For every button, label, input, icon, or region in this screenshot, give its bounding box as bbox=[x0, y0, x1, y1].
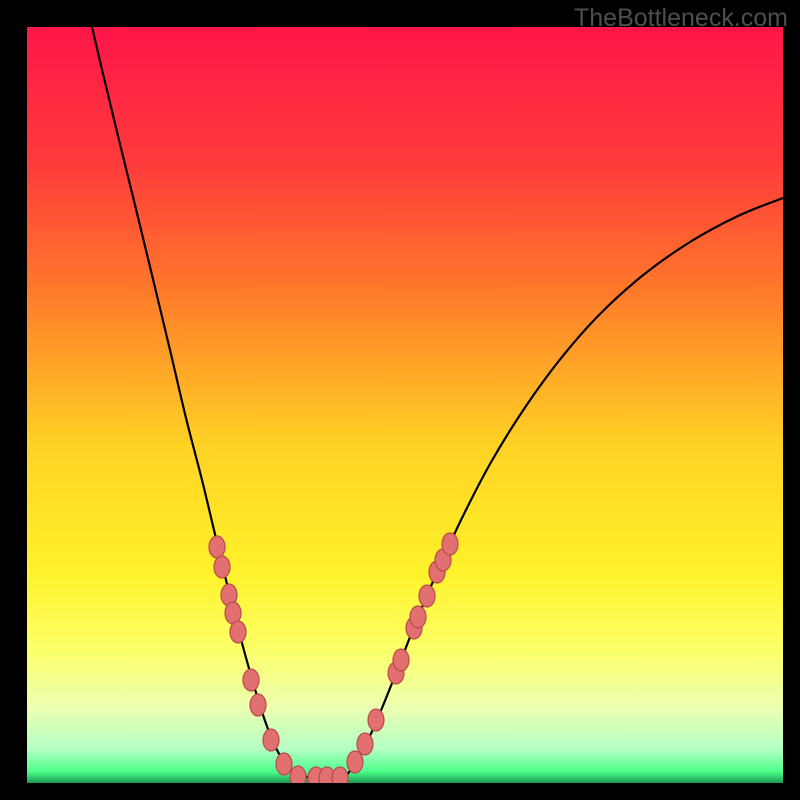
watermark-text: TheBottleneck.com bbox=[574, 4, 788, 33]
chart-stage: TheBottleneck.com bbox=[0, 0, 800, 800]
plot-area bbox=[27, 27, 783, 783]
